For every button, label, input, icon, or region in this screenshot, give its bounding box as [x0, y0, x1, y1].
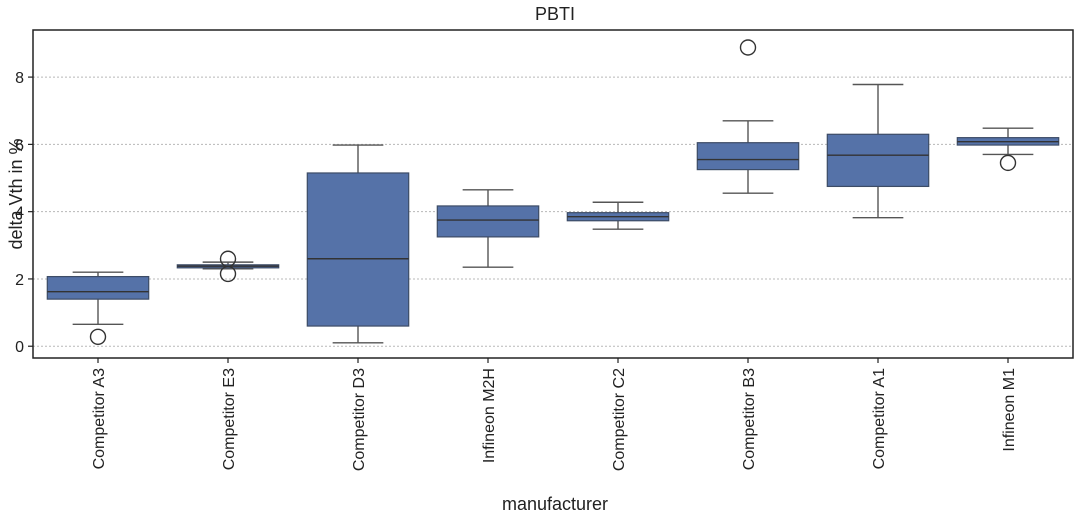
plot-frame	[32, 29, 1074, 359]
y-axis-label: delta Vth in %	[6, 138, 26, 249]
y-tick-label-8: 8	[15, 70, 24, 87]
box-group-7	[826, 83, 930, 219]
box-iqr	[696, 142, 800, 171]
outlier-point-1	[999, 154, 1017, 172]
y-tick-label-6: 6	[15, 137, 24, 154]
box-iqr	[306, 172, 410, 327]
outlier-point-2	[219, 250, 237, 267]
x-tick-label-7: Competitor A1	[871, 368, 888, 469]
x-axis-ticks: Competitor A3 Competitor E3 Competitor D3 I…	[91, 358, 1018, 471]
x-tick-label-3: Competitor D3	[351, 368, 368, 471]
box-iqr	[826, 133, 930, 188]
x-tick-label-5: Competitor C2	[611, 368, 628, 471]
y-axis-ticks: 0 2 4 6 8	[15, 70, 33, 356]
outlier-point-1	[89, 328, 107, 346]
box-group-5	[566, 201, 670, 230]
box-iqr	[436, 205, 540, 238]
box-group-1	[46, 271, 150, 346]
x-tick-label-1: Competitor A3	[91, 368, 108, 469]
x-tick-label-8: Infineon M1	[1001, 368, 1018, 452]
x-tick-label-4: Infineon M2H	[481, 368, 498, 463]
x-tick-label-2: Competitor E3	[221, 368, 238, 470]
boxes	[46, 39, 1060, 346]
box-iqr	[46, 275, 150, 300]
box-group-4	[436, 189, 540, 268]
box-group-6	[696, 39, 800, 194]
outlier-point-1	[739, 39, 757, 56]
box-group-2	[176, 250, 280, 283]
box-group-3	[306, 144, 410, 344]
x-axis-label: manufacturer	[502, 494, 608, 514]
y-tick-label-4: 4	[15, 205, 24, 222]
chart-title: PBTI	[535, 4, 575, 24]
x-tick-label-6: Competitor B3	[741, 368, 758, 470]
y-tick-label-2: 2	[15, 272, 24, 289]
box-group-8	[956, 127, 1060, 172]
y-tick-label-0: 0	[15, 339, 24, 356]
grid-lines	[33, 76, 1073, 347]
